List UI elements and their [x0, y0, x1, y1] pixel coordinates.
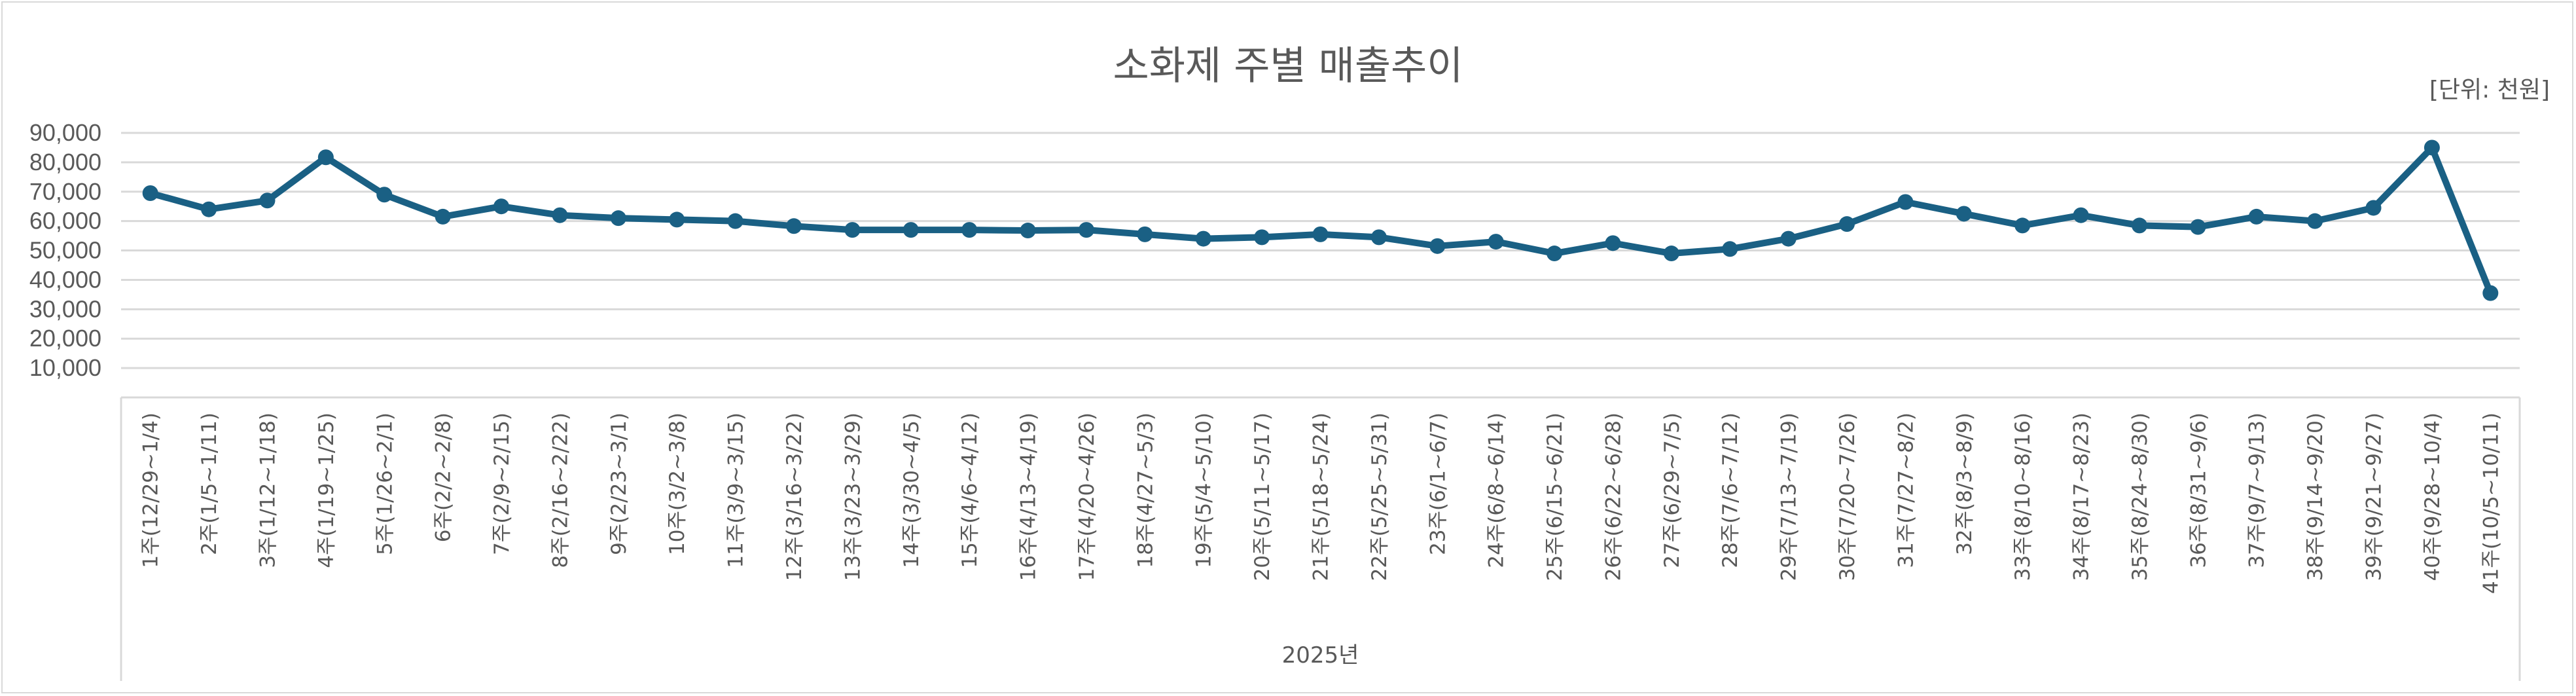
data-point: [552, 207, 568, 223]
x-tick-label: 9주(2/23~3/1): [607, 412, 631, 555]
data-point: [2131, 217, 2147, 234]
y-tick-label: 50,000: [29, 237, 101, 264]
data-point: [1078, 222, 1094, 238]
x-tick-label: 1주(12/29~1/4): [139, 412, 163, 568]
x-tick-label: 10주(3/2~3/8): [666, 412, 689, 555]
x-tick-label: 19주(5/4~5/10): [1192, 412, 1216, 568]
data-point: [1897, 194, 1914, 210]
x-tick-label: 15주(4/6~4/12): [958, 412, 982, 568]
x-tick-label: 25주(6/15~6/21): [1543, 412, 1567, 581]
x-tick-label: 34주(8/17~8/23): [2070, 412, 2094, 581]
x-tick-label: 39주(9/21~9/27): [2363, 412, 2386, 581]
x-tick-label: 23주(6/1~6/7): [1426, 412, 1450, 555]
x-tick-label: 41주(10/5~10/11): [2479, 412, 2503, 594]
data-point: [1605, 235, 1621, 251]
data-point: [2248, 208, 2264, 225]
x-tick-label: 30주(7/20~7/26): [1836, 412, 1859, 581]
data-point: [1020, 223, 1036, 239]
data-point: [142, 185, 158, 202]
chart-title: 소화제 주별 매출추이: [1113, 43, 1463, 89]
x-tick-label: 35주(8/24~8/30): [2128, 412, 2152, 581]
data-point: [727, 213, 743, 229]
y-tick-label: 10,000: [29, 354, 101, 381]
y-tick-label: 80,000: [29, 149, 101, 175]
data-point: [1547, 246, 1563, 262]
y-tick-label: 90,000: [29, 119, 101, 146]
data-point: [1956, 206, 1972, 222]
data-point: [493, 198, 510, 215]
x-tick-label: 7주(2/9~2/15): [490, 412, 514, 555]
data-point: [1137, 226, 1153, 242]
x-tick-label: 6주(2/2~2/8): [432, 412, 456, 542]
y-tick-label: 30,000: [29, 295, 101, 322]
data-point: [1254, 229, 1270, 246]
data-point: [1839, 216, 1855, 232]
y-tick-label: 40,000: [29, 266, 101, 293]
data-point: [1195, 230, 1211, 247]
data-point: [2307, 213, 2323, 229]
x-tick-label: 22주(5/25~5/31): [1368, 412, 1391, 581]
x-tick-label: 14주(3/30~4/5): [900, 412, 923, 568]
data-point: [961, 222, 978, 238]
data-point: [1722, 241, 1738, 257]
data-point: [259, 192, 276, 209]
x-tick-label: 27주(6/29~7/5): [1660, 412, 1684, 568]
x-tick-label: 29주(7/13~7/19): [1778, 412, 1801, 581]
data-point: [2073, 207, 2089, 223]
x-tick-label: 13주(3/23~3/29): [841, 412, 865, 581]
x-tick-label: 12주(3/16~3/22): [783, 412, 806, 581]
y-tick-label: 60,000: [29, 208, 101, 234]
data-point: [1370, 229, 1387, 246]
data-point: [2482, 285, 2499, 301]
x-axis-title: 2025년: [1282, 642, 1359, 669]
x-tick-label: 37주(9/7~9/13): [2245, 412, 2269, 568]
data-point: [1429, 238, 1446, 254]
x-tick-label: 3주(1/12~1/18): [256, 412, 279, 568]
x-tick-label: 11주(3/9~3/15): [724, 412, 748, 568]
data-point: [1312, 226, 1329, 242]
data-point: [376, 187, 393, 203]
unit-label: [단위: 천원]: [2429, 77, 2550, 103]
x-tick-label: 20주(5/11~5/17): [1251, 412, 1274, 581]
x-tick-label: 24주(6/8~6/14): [1485, 412, 1509, 568]
x-tick-label: 38주(9/14~9/20): [2304, 412, 2327, 581]
data-point: [669, 211, 685, 228]
x-tick-label: 28주(7/6~7/12): [1719, 412, 1742, 568]
data-point: [2424, 139, 2440, 156]
data-point: [317, 149, 334, 166]
data-point: [201, 201, 217, 217]
x-tick-label: 16주(4/13~4/19): [1017, 412, 1041, 581]
data-point: [785, 218, 802, 234]
data-point: [844, 222, 861, 238]
x-tick-label: 40주(9/28~10/4): [2421, 412, 2444, 581]
x-tick-label: 4주(1/19~1/25): [315, 412, 338, 568]
x-tick-label: 21주(5/18~5/24): [1310, 412, 1333, 581]
y-tick-label: 70,000: [29, 178, 101, 205]
x-tick-label: 32주(8/3~8/9): [1953, 412, 1977, 555]
x-tick-label: 5주(1/26~2/1): [373, 412, 397, 555]
data-point: [435, 208, 451, 225]
data-point: [2014, 217, 2031, 234]
x-tick-label: 17주(4/20~4/26): [1075, 412, 1099, 581]
x-tick-label: 8주(2/16~2/22): [548, 412, 572, 568]
y-tick-label: 20,000: [29, 325, 101, 352]
x-tick-label: 33주(8/10~8/16): [2011, 412, 2035, 581]
data-point: [2190, 219, 2206, 235]
x-tick-label: 2주(1/5~1/11): [198, 412, 221, 555]
data-point: [610, 210, 626, 227]
x-tick-label: 36주(8/31~9/6): [2187, 412, 2210, 568]
data-point: [1488, 234, 1504, 250]
data-point: [2365, 200, 2382, 216]
data-point: [903, 222, 919, 238]
x-tick-label: 18주(4/27~5/3): [1134, 412, 1157, 568]
x-tick-label: 26주(6/22~6/28): [1601, 412, 1625, 581]
data-point: [1780, 230, 1797, 247]
x-tick-label: 31주(7/27~8/2): [1894, 412, 1918, 568]
data-point: [1663, 246, 1679, 262]
